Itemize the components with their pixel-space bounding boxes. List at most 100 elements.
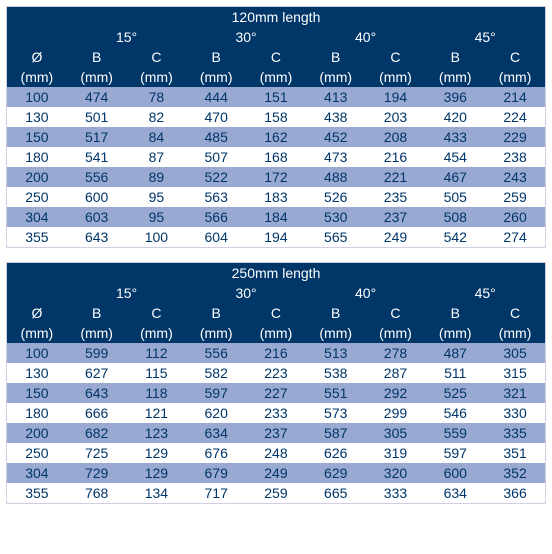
cell-diameter: 100	[7, 87, 67, 107]
col-header-c: C	[246, 303, 306, 323]
col-unit: (mm)	[425, 67, 485, 87]
col-header-c: C	[127, 47, 187, 67]
col-header-c: C	[366, 303, 426, 323]
col-header-c: C	[485, 47, 545, 67]
cell-value: 249	[246, 463, 306, 483]
cell-value: 582	[186, 363, 246, 383]
cell-value: 643	[67, 227, 127, 248]
cell-value: 123	[127, 423, 187, 443]
table-row: 13050182470158438203420224	[7, 107, 546, 127]
cell-value: 433	[425, 127, 485, 147]
cell-value: 717	[186, 483, 246, 504]
cell-value: 183	[246, 187, 306, 207]
table-row: 355768134717259665333634366	[7, 483, 546, 504]
cell-value: 551	[306, 383, 366, 403]
cell-value: 134	[127, 483, 187, 504]
angle-header: 40°	[306, 283, 426, 303]
cell-value: 184	[246, 207, 306, 227]
col-unit: (mm)	[127, 323, 187, 343]
col-unit: (mm)	[67, 67, 127, 87]
cell-value: 541	[67, 147, 127, 167]
cell-value: 620	[186, 403, 246, 423]
cell-value: 235	[366, 187, 426, 207]
cell-value: 162	[246, 127, 306, 147]
cell-value: 508	[425, 207, 485, 227]
col-unit: (mm)	[67, 323, 127, 343]
cell-value: 546	[425, 403, 485, 423]
cell-value: 526	[306, 187, 366, 207]
cell-value: 121	[127, 403, 187, 423]
cell-value: 474	[67, 87, 127, 107]
cell-value: 248	[246, 443, 306, 463]
col-unit: (mm)	[306, 67, 366, 87]
col-header-b: B	[67, 303, 127, 323]
cell-value: 603	[67, 207, 127, 227]
table-row: 355643100604194565249542274	[7, 227, 546, 248]
cell-value: 366	[485, 483, 545, 504]
cell-value: 438	[306, 107, 366, 127]
cell-value: 530	[306, 207, 366, 227]
table-row: 180666121620233573299546330	[7, 403, 546, 423]
cell-value: 599	[67, 343, 127, 363]
cell-value: 224	[485, 107, 545, 127]
cell-value: 89	[127, 167, 187, 187]
table-row: 100599112556216513278487305	[7, 343, 546, 363]
cell-diameter: 180	[7, 147, 67, 167]
cell-value: 315	[485, 363, 545, 383]
cell-value: 559	[425, 423, 485, 443]
cell-value: 249	[366, 227, 426, 248]
cell-diameter: 100	[7, 343, 67, 363]
cell-value: 158	[246, 107, 306, 127]
cell-value: 274	[485, 227, 545, 248]
table-row: 15051784485162452208433229	[7, 127, 546, 147]
cell-value: 488	[306, 167, 366, 187]
col-unit: (mm)	[306, 323, 366, 343]
cell-diameter: 150	[7, 383, 67, 403]
table-title: 120mm length	[7, 7, 546, 28]
cell-value: 676	[186, 443, 246, 463]
cell-diameter: 130	[7, 107, 67, 127]
cell-value: 287	[366, 363, 426, 383]
cell-diameter: 130	[7, 363, 67, 383]
cell-value: 507	[186, 147, 246, 167]
col-header-b: B	[425, 303, 485, 323]
cell-diameter: 180	[7, 403, 67, 423]
cell-value: 556	[186, 343, 246, 363]
col-header-b: B	[306, 303, 366, 323]
cell-value: 223	[246, 363, 306, 383]
col-unit: (mm)	[366, 67, 426, 87]
table-row: 10047478444151413194396214	[7, 87, 546, 107]
cell-value: 238	[485, 147, 545, 167]
angle-header-blank	[7, 283, 67, 303]
length-table-1: 250mm length15°30°40°45°ØBCBCBCBC(mm)(mm…	[6, 262, 546, 504]
cell-diameter: 355	[7, 483, 67, 504]
cell-value: 604	[186, 227, 246, 248]
col-unit: (mm)	[246, 323, 306, 343]
angle-header: 45°	[425, 27, 545, 47]
col-unit: (mm)	[7, 67, 67, 87]
cell-value: 333	[366, 483, 426, 504]
cell-value: 82	[127, 107, 187, 127]
cell-value: 115	[127, 363, 187, 383]
cell-value: 600	[425, 463, 485, 483]
cell-value: 517	[67, 127, 127, 147]
cell-value: 525	[425, 383, 485, 403]
col-unit: (mm)	[7, 323, 67, 343]
cell-value: 233	[246, 403, 306, 423]
col-header-b: B	[186, 47, 246, 67]
table-title: 250mm length	[7, 263, 546, 284]
cell-value: 597	[186, 383, 246, 403]
cell-value: 321	[485, 383, 545, 403]
cell-value: 627	[67, 363, 127, 383]
cell-diameter: 250	[7, 187, 67, 207]
cell-value: 194	[366, 87, 426, 107]
angle-header: 45°	[425, 283, 545, 303]
cell-value: 467	[425, 167, 485, 187]
col-header-b: B	[425, 47, 485, 67]
table-row: 304729129679249629320600352	[7, 463, 546, 483]
cell-value: 565	[306, 227, 366, 248]
cell-value: 129	[127, 443, 187, 463]
cell-value: 78	[127, 87, 187, 107]
cell-value: 95	[127, 187, 187, 207]
cell-diameter: 304	[7, 463, 67, 483]
